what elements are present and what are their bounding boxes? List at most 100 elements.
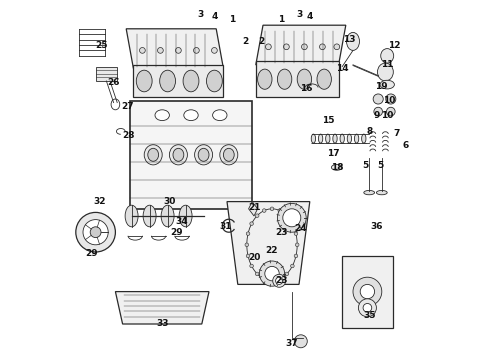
Ellipse shape bbox=[198, 148, 209, 161]
Circle shape bbox=[83, 220, 108, 245]
Circle shape bbox=[374, 107, 383, 116]
Ellipse shape bbox=[311, 134, 316, 143]
Ellipse shape bbox=[173, 148, 184, 161]
Ellipse shape bbox=[136, 70, 152, 92]
Circle shape bbox=[334, 44, 340, 50]
Circle shape bbox=[386, 94, 396, 104]
Text: 18: 18 bbox=[331, 163, 343, 172]
Ellipse shape bbox=[346, 32, 360, 50]
Ellipse shape bbox=[364, 190, 374, 195]
Text: 20: 20 bbox=[248, 253, 260, 262]
Ellipse shape bbox=[179, 205, 192, 227]
Polygon shape bbox=[126, 29, 223, 68]
Bar bbox=[96, 67, 117, 81]
Text: 13: 13 bbox=[343, 35, 356, 44]
Circle shape bbox=[353, 277, 382, 306]
Ellipse shape bbox=[184, 110, 198, 121]
Ellipse shape bbox=[160, 70, 175, 92]
Ellipse shape bbox=[333, 134, 337, 143]
Text: 24: 24 bbox=[294, 224, 307, 233]
Circle shape bbox=[245, 243, 248, 247]
Circle shape bbox=[360, 284, 374, 299]
Circle shape bbox=[90, 227, 101, 238]
Circle shape bbox=[319, 44, 325, 50]
Circle shape bbox=[246, 254, 250, 258]
Circle shape bbox=[194, 48, 199, 53]
Circle shape bbox=[294, 254, 298, 258]
Text: 4: 4 bbox=[307, 12, 313, 21]
Text: 23: 23 bbox=[275, 276, 287, 285]
Text: 23: 23 bbox=[275, 228, 287, 237]
Text: 1: 1 bbox=[229, 15, 236, 24]
Circle shape bbox=[255, 272, 259, 276]
Circle shape bbox=[266, 44, 271, 50]
Circle shape bbox=[140, 48, 145, 53]
Ellipse shape bbox=[206, 70, 222, 92]
Ellipse shape bbox=[155, 110, 170, 121]
Text: 11: 11 bbox=[381, 60, 393, 69]
Ellipse shape bbox=[354, 134, 359, 143]
Circle shape bbox=[358, 299, 376, 317]
Text: 5: 5 bbox=[377, 161, 383, 170]
Ellipse shape bbox=[331, 165, 342, 170]
Circle shape bbox=[212, 48, 217, 53]
Circle shape bbox=[373, 94, 383, 104]
Circle shape bbox=[273, 274, 286, 287]
Text: 5: 5 bbox=[363, 161, 368, 170]
Text: 28: 28 bbox=[122, 131, 134, 140]
Text: 26: 26 bbox=[107, 78, 120, 87]
Text: 19: 19 bbox=[375, 82, 388, 91]
Text: 15: 15 bbox=[321, 116, 334, 125]
Text: 12: 12 bbox=[388, 41, 401, 50]
Polygon shape bbox=[256, 25, 346, 65]
Text: 16: 16 bbox=[300, 84, 313, 93]
Ellipse shape bbox=[223, 148, 234, 161]
Ellipse shape bbox=[340, 134, 344, 143]
Text: 10: 10 bbox=[383, 96, 395, 105]
Circle shape bbox=[285, 272, 289, 276]
Circle shape bbox=[291, 222, 294, 225]
Bar bbox=[342, 256, 392, 328]
Text: 32: 32 bbox=[93, 197, 105, 206]
Polygon shape bbox=[248, 202, 258, 216]
Circle shape bbox=[250, 264, 253, 268]
Text: 3: 3 bbox=[296, 10, 302, 19]
Text: 17: 17 bbox=[327, 149, 340, 158]
Ellipse shape bbox=[380, 80, 394, 89]
Text: 7: 7 bbox=[393, 129, 399, 138]
Circle shape bbox=[277, 203, 306, 232]
Text: 30: 30 bbox=[163, 197, 175, 206]
Ellipse shape bbox=[148, 148, 159, 161]
Polygon shape bbox=[130, 101, 252, 209]
Text: 29: 29 bbox=[171, 228, 183, 237]
Circle shape bbox=[301, 44, 307, 50]
Polygon shape bbox=[116, 292, 209, 324]
Ellipse shape bbox=[258, 69, 272, 89]
Text: 14: 14 bbox=[336, 64, 348, 73]
Circle shape bbox=[157, 48, 163, 53]
Ellipse shape bbox=[170, 145, 187, 165]
Ellipse shape bbox=[377, 63, 393, 81]
Circle shape bbox=[263, 277, 266, 281]
Circle shape bbox=[278, 277, 282, 281]
Ellipse shape bbox=[277, 69, 292, 89]
Ellipse shape bbox=[347, 134, 351, 143]
Ellipse shape bbox=[376, 190, 387, 195]
Circle shape bbox=[295, 243, 299, 247]
Ellipse shape bbox=[381, 49, 393, 63]
Text: 9: 9 bbox=[373, 111, 380, 120]
Circle shape bbox=[259, 261, 285, 286]
Circle shape bbox=[275, 277, 283, 284]
Ellipse shape bbox=[213, 110, 227, 121]
Text: 1: 1 bbox=[278, 15, 284, 24]
Text: 25: 25 bbox=[95, 41, 107, 50]
Circle shape bbox=[284, 44, 289, 50]
Circle shape bbox=[291, 264, 294, 268]
Ellipse shape bbox=[111, 99, 120, 110]
Text: 22: 22 bbox=[266, 246, 278, 255]
Circle shape bbox=[294, 335, 307, 348]
Text: 35: 35 bbox=[363, 310, 375, 320]
Circle shape bbox=[246, 232, 250, 235]
Ellipse shape bbox=[125, 205, 138, 227]
Ellipse shape bbox=[144, 145, 162, 165]
